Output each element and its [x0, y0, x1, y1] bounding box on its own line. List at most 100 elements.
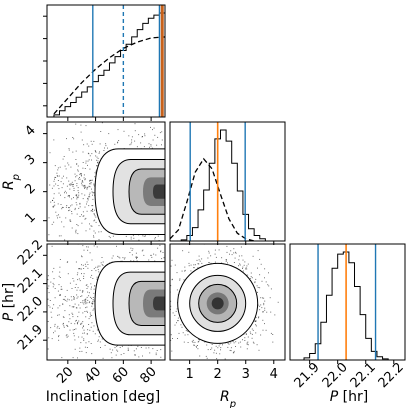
- scatter-point: [174, 324, 176, 326]
- scatter-point: [136, 256, 138, 258]
- scatter-point: [93, 308, 95, 310]
- scatter-point: [73, 299, 75, 300]
- scatter-point: [242, 270, 244, 272]
- scatter-point: [233, 248, 235, 250]
- scatter-point: [115, 354, 117, 356]
- scatter-point: [91, 322, 93, 324]
- scatter-point: [64, 197, 66, 199]
- scatter-point: [82, 215, 84, 217]
- scatter-point: [85, 301, 87, 303]
- scatter-point: [21, 331, 22, 332]
- scatter-point: [94, 150, 96, 152]
- scatter-point: [119, 257, 121, 259]
- scatter-point: [259, 274, 261, 276]
- x-tick-label-p-2: 22.1: [348, 360, 379, 391]
- scatter-point: [128, 118, 129, 119]
- scatter-point: [139, 365, 140, 366]
- scatter-point: [60, 194, 61, 196]
- scatter-point: [161, 258, 163, 260]
- scatter-point: [82, 185, 84, 187]
- scatter-point: [109, 237, 111, 239]
- scatter-point: [176, 272, 178, 274]
- scatter-point: [75, 159, 77, 160]
- scatter-point: [81, 180, 83, 182]
- scatter-point: [61, 208, 63, 210]
- scatter-point: [76, 294, 78, 296]
- scatter-point: [177, 320, 179, 322]
- scatter-point: [79, 347, 81, 349]
- scatter-point: [83, 299, 85, 301]
- scatter-point: [86, 333, 88, 335]
- scatter-point: [84, 179, 86, 181]
- scatter-point: [198, 341, 200, 342]
- scatter-point: [133, 237, 135, 239]
- scatter-point: [83, 174, 85, 176]
- scatter-point: [233, 252, 235, 254]
- scatter-point: [89, 183, 91, 185]
- scatter-point: [35, 203, 36, 204]
- scatter-point: [111, 357, 113, 359]
- scatter-point: [86, 302, 88, 304]
- scatter-point: [135, 348, 137, 350]
- scatter-point: [71, 204, 73, 206]
- scatter-point: [71, 181, 73, 183]
- scatter-point: [96, 159, 98, 161]
- scatter-point: [109, 348, 111, 350]
- scatter-point: [75, 261, 77, 263]
- scatter-point: [74, 329, 75, 330]
- scatter-point: [258, 317, 259, 319]
- scatter-point: [74, 287, 76, 288]
- scatter-point: [91, 259, 93, 261]
- scatter-point: [84, 301, 86, 303]
- scatter-point: [86, 288, 88, 289]
- scatter-point: [255, 320, 256, 322]
- scatter-point: [99, 265, 101, 267]
- scatter-point: [72, 329, 74, 331]
- scatter-point: [89, 296, 91, 298]
- scatter-point: [105, 145, 107, 147]
- scatter-point: [40, 290, 41, 291]
- scatter-point: [194, 264, 196, 266]
- scatter-point: [73, 280, 75, 282]
- scatter-point: [52, 206, 54, 208]
- scatter-point: [120, 354, 122, 356]
- prior-curve-rp: [169, 157, 255, 242]
- scatter-point: [58, 339, 60, 341]
- scatter-point: [7, 179, 8, 180]
- scatter-point: [255, 278, 257, 280]
- scatter-point: [84, 206, 86, 208]
- scatter-point: [60, 235, 62, 237]
- scatter-point: [240, 346, 242, 348]
- scatter-point: [71, 306, 73, 308]
- scatter-point: [92, 205, 94, 207]
- scatter-point: [77, 321, 79, 323]
- scatter-point: [93, 213, 95, 215]
- scatter-point: [91, 274, 93, 276]
- scatter-point: [160, 349, 162, 351]
- scatter-point: [91, 225, 93, 227]
- scatter-point: [69, 305, 71, 307]
- scatter-point: [54, 178, 55, 180]
- scatter-point: [47, 321, 49, 322]
- scatter-point: [85, 298, 87, 300]
- scatter-point: [107, 147, 108, 149]
- scatter-point: [36, 174, 37, 175]
- scatter-point: [229, 349, 231, 351]
- scatter-point: [78, 207, 80, 209]
- scatter-point: [199, 260, 201, 262]
- scatter-point: [130, 247, 132, 249]
- x-tick-label-rp-1: 2: [214, 367, 222, 382]
- scatter-point: [235, 251, 236, 253]
- scatter-point: [109, 361, 110, 362]
- scatter-point: [71, 312, 73, 314]
- y-tick-label-p-0: 21.9: [15, 322, 46, 353]
- scatter-point: [171, 259, 173, 261]
- scatter-point: [57, 180, 59, 181]
- scatter-point: [69, 249, 70, 250]
- scatter-point: [66, 336, 68, 338]
- scatter-point: [87, 329, 89, 331]
- scatter-point: [88, 292, 90, 294]
- scatter-point: [89, 223, 90, 225]
- scatter-point: [227, 262, 228, 264]
- scatter-point: [230, 350, 232, 352]
